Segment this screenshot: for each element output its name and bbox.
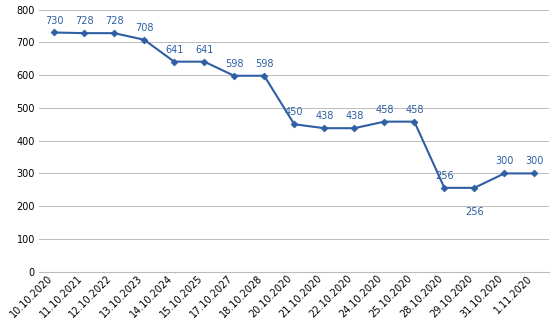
Text: 438: 438 xyxy=(345,111,364,121)
Text: 708: 708 xyxy=(135,23,153,33)
Text: 458: 458 xyxy=(405,105,423,115)
Text: 728: 728 xyxy=(105,16,123,26)
Text: 641: 641 xyxy=(165,45,183,55)
Text: 728: 728 xyxy=(75,16,93,26)
Text: 598: 598 xyxy=(255,59,274,69)
Text: 256: 256 xyxy=(465,207,484,217)
Text: 730: 730 xyxy=(45,16,63,26)
Text: 256: 256 xyxy=(435,171,453,181)
Text: 641: 641 xyxy=(195,45,213,55)
Text: 300: 300 xyxy=(525,156,543,166)
Text: 300: 300 xyxy=(495,156,513,166)
Text: 438: 438 xyxy=(315,111,334,121)
Text: 450: 450 xyxy=(285,107,304,117)
Text: 598: 598 xyxy=(225,59,244,69)
Text: 458: 458 xyxy=(375,105,393,115)
